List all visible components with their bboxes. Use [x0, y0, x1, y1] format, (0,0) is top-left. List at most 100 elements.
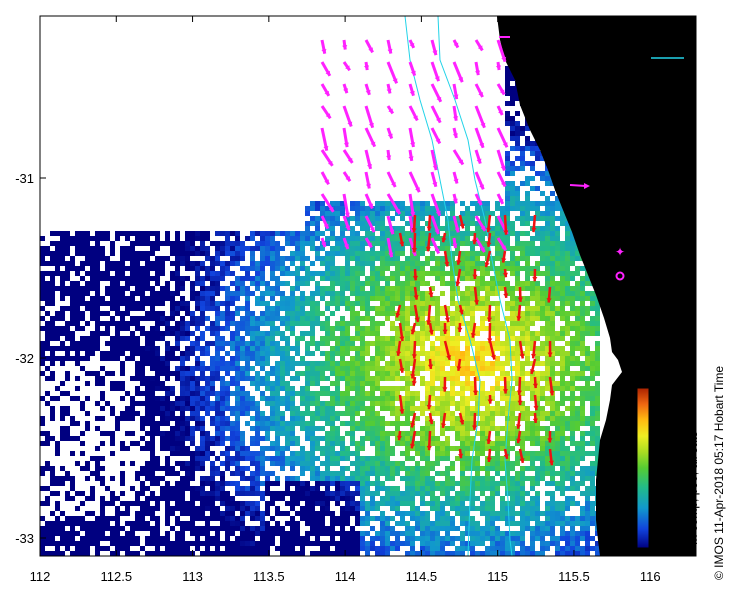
sst-pixel [440, 351, 445, 356]
sst-pixel [65, 326, 70, 331]
sst-pixel [250, 441, 255, 446]
sst-pixel [545, 231, 550, 236]
sst-pixel [580, 286, 585, 291]
sst-pixel [450, 381, 455, 386]
sst-pixel [205, 236, 210, 241]
sst-pixel [130, 241, 135, 246]
sst-pixel [370, 376, 375, 381]
sst-pixel [330, 236, 335, 241]
sst-pixel [175, 336, 180, 341]
sst-pixel [575, 331, 580, 336]
sst-pixel [190, 251, 195, 256]
sst-pixel [285, 461, 290, 466]
sst-pixel [370, 331, 375, 336]
sst-pixel [535, 401, 540, 406]
sst-pixel [530, 146, 535, 151]
sst-pixel [555, 361, 560, 366]
sst-pixel [115, 236, 120, 241]
sst-pixel [135, 371, 140, 376]
sst-pixel [245, 351, 250, 356]
sst-pixel [185, 391, 190, 396]
sst-pixel [145, 486, 150, 491]
sst-pixel [560, 461, 565, 466]
sst-pixel [410, 396, 415, 401]
sst-pixel [465, 481, 470, 486]
sst-pixel [495, 436, 500, 441]
sst-pixel [110, 441, 115, 446]
sst-pixel [505, 356, 510, 361]
sst-pixel [40, 246, 45, 251]
sst-pixel [90, 246, 95, 251]
sst-pixel [205, 266, 210, 271]
sst-pixel [355, 216, 360, 221]
sst-pixel [165, 486, 170, 491]
sst-pixel [385, 211, 390, 216]
sst-pixel [485, 281, 490, 286]
sst-pixel [560, 276, 565, 281]
sst-pixel [420, 326, 425, 331]
sst-pixel [475, 476, 480, 481]
sst-pixel [285, 386, 290, 391]
sst-pixel [595, 366, 600, 371]
sst-pixel [565, 296, 570, 301]
sst-pixel [260, 291, 265, 296]
sst-pixel [155, 321, 160, 326]
sst-pixel [95, 316, 100, 321]
sst-pixel [285, 381, 290, 386]
sst-pixel [495, 461, 500, 466]
sst-pixel [480, 446, 485, 451]
sst-pixel [400, 206, 405, 211]
sst-pixel [85, 421, 90, 426]
sst-pixel [505, 341, 510, 346]
sst-pixel [270, 391, 275, 396]
sst-pixel [370, 261, 375, 266]
sst-pixel [195, 451, 200, 456]
sst-pixel [40, 291, 45, 296]
sst-pixel [95, 236, 100, 241]
sst-pixel [270, 421, 275, 426]
sst-pixel [285, 281, 290, 286]
sst-pixel [45, 301, 50, 306]
sst-pixel [65, 471, 70, 476]
sst-pixel [525, 271, 530, 276]
sst-pixel [540, 351, 545, 356]
sst-pixel [580, 421, 585, 426]
sst-pixel [540, 441, 545, 446]
sst-pixel [590, 361, 595, 366]
sst-pixel [155, 481, 160, 486]
sst-pixel [380, 386, 385, 391]
sst-pixel [85, 426, 90, 431]
sst-pixel [285, 396, 290, 401]
sst-pixel [295, 391, 300, 396]
sst-pixel [100, 396, 105, 401]
sst-pixel [205, 481, 210, 486]
sst-pixel [425, 361, 430, 366]
sst-pixel [595, 361, 600, 366]
sst-pixel [465, 411, 470, 416]
sst-pixel [505, 381, 510, 386]
sst-pixel [230, 461, 235, 466]
sst-pixel [185, 386, 190, 391]
sst-pixel [450, 336, 455, 341]
sst-pixel [590, 351, 595, 356]
sst-pixel [155, 426, 160, 431]
sst-pixel [115, 271, 120, 276]
sst-pixel [570, 336, 575, 341]
sst-pixel [330, 476, 335, 481]
sst-pixel [570, 251, 575, 256]
sst-pixel [310, 471, 315, 476]
sst-pixel [560, 351, 565, 356]
sst-pixel [90, 296, 95, 301]
sst-pixel [150, 381, 155, 386]
sst-pixel [515, 326, 520, 331]
sst-pixel [320, 291, 325, 296]
sst-pixel [185, 366, 190, 371]
sst-pixel [580, 451, 585, 456]
sst-pixel [200, 331, 205, 336]
sst-pixel [390, 401, 395, 406]
sst-pixel [185, 236, 190, 241]
sst-pixel [365, 206, 370, 211]
sst-pixel [460, 411, 465, 416]
sst-pixel [430, 381, 435, 386]
sst-pixel [360, 396, 365, 401]
